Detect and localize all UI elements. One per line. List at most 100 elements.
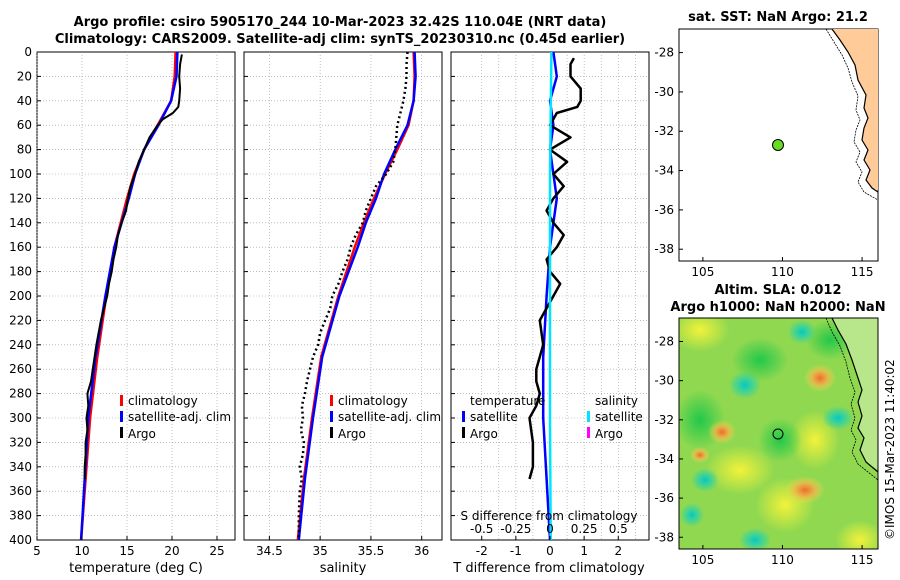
legend-label-t-satellite: satellite bbox=[470, 410, 518, 424]
map-ytick-label: -32 bbox=[654, 124, 674, 138]
legend-label-argo: Argo bbox=[338, 427, 366, 441]
map-ytick-label: -36 bbox=[654, 491, 674, 505]
sal-xtick-label: 34.5 bbox=[256, 544, 283, 558]
temp-xlabel: temperature (deg C) bbox=[69, 561, 203, 576]
temp-lines bbox=[79, 51, 183, 541]
sst-map-coastline bbox=[831, 28, 879, 193]
ytick-label: 140 bbox=[9, 216, 32, 230]
map-xtick-label: 105 bbox=[691, 265, 714, 279]
ytick-label: 300 bbox=[9, 411, 32, 425]
map-xtick-label: 110 bbox=[771, 553, 794, 567]
map-xtick-label: 115 bbox=[851, 553, 874, 567]
legend-swatch-climatology bbox=[120, 395, 123, 406]
sla-blob bbox=[690, 447, 710, 463]
sal-series-argo bbox=[297, 51, 409, 540]
temp-series-argo bbox=[83, 54, 183, 479]
diff-s-tick-label: -0.25 bbox=[500, 522, 531, 536]
diff-xtick-label: -1 bbox=[510, 544, 522, 558]
diff-legend: temperature satellite Argo salinity sate… bbox=[462, 394, 643, 441]
map-ytick-label: -34 bbox=[654, 452, 674, 466]
map-ytick-label: -30 bbox=[654, 85, 674, 99]
sst-map-title: sat. SST: NaN Argo: 21.2 bbox=[688, 10, 868, 25]
sst-map-land bbox=[832, 29, 878, 190]
sla-blob bbox=[729, 371, 761, 399]
sla-blob bbox=[732, 338, 788, 382]
diff-s-tick-label: 0 bbox=[546, 522, 554, 536]
diff-s-tick-label: 0.5 bbox=[609, 522, 628, 536]
sla-map-coastline-offset bbox=[825, 318, 878, 481]
sla-map-axes bbox=[678, 317, 879, 550]
temp-legend: climatology satellite-adj. clim Argo bbox=[120, 394, 231, 441]
sla-blob bbox=[758, 418, 802, 462]
sla-heatmap bbox=[679, 318, 878, 549]
sla-map-title-line2: Argo h1000: NaN h2000: NaN bbox=[670, 300, 886, 315]
diff-series-s-satellite bbox=[548, 51, 553, 541]
ytick-label: 260 bbox=[9, 362, 32, 376]
map-ytick-label: -34 bbox=[654, 164, 674, 178]
legend-label-t-argo: Argo bbox=[470, 427, 498, 441]
map-ytick-label: -32 bbox=[654, 413, 674, 427]
legend-swatch-t-argo bbox=[462, 427, 465, 438]
sla-blob bbox=[785, 476, 825, 504]
legend-label-climatology: climatology bbox=[128, 394, 198, 408]
legend-swatch-argo bbox=[120, 427, 123, 438]
sla-argo-marker bbox=[772, 428, 784, 440]
legend-label-climatology: climatology bbox=[338, 394, 408, 408]
sst-map-ticks: 105 110 115 -28 -30 -32 -34 -36 -38 bbox=[654, 46, 873, 279]
sal-lines bbox=[296, 51, 417, 541]
map-ytick-label: -28 bbox=[654, 334, 674, 348]
map-xtick-label: 115 bbox=[851, 265, 874, 279]
sla-blob bbox=[788, 320, 816, 344]
sla-blob bbox=[679, 318, 730, 352]
ytick-label: 380 bbox=[9, 509, 32, 523]
legend-swatch-climatology bbox=[330, 395, 333, 406]
diff-xlabel-top: S difference from climatology bbox=[461, 509, 638, 523]
map-ytick-label: -38 bbox=[654, 242, 674, 256]
ytick-label: 360 bbox=[9, 484, 32, 498]
sla-blob bbox=[680, 503, 704, 527]
map-ytick-label: -28 bbox=[654, 46, 674, 60]
ytick-label: 280 bbox=[9, 387, 32, 401]
legend-label-argo: Argo bbox=[128, 427, 156, 441]
temp-xtick-label: 25 bbox=[209, 544, 224, 558]
sal-legend: climatology satellite-adj. clim Argo bbox=[330, 394, 441, 441]
sla-blob bbox=[822, 406, 854, 430]
ytick-label: 200 bbox=[9, 289, 32, 303]
sla-blob bbox=[705, 445, 775, 495]
sla-map-title-line1: Altim. SLA: 0.012 bbox=[714, 283, 842, 298]
figure-title-line2: Climatology: CARS2009. Satellite-adj cli… bbox=[54, 32, 626, 47]
legend-label-s-satellite: satellite bbox=[595, 410, 643, 424]
temp-xtick-label: 15 bbox=[119, 544, 134, 558]
diff-xtick-label: -2 bbox=[476, 544, 488, 558]
sst-argo-marker bbox=[772, 139, 784, 151]
ytick-label: 0 bbox=[24, 45, 32, 59]
sla-blob bbox=[691, 468, 719, 492]
sla-blob bbox=[739, 528, 771, 549]
ytick-label: 400 bbox=[9, 533, 32, 547]
map-xtick-label: 105 bbox=[691, 553, 714, 567]
diff-xlabel: T difference from climatology bbox=[452, 561, 645, 576]
temp-xtick-label: 20 bbox=[164, 544, 179, 558]
sal-xlabel: salinity bbox=[320, 561, 367, 576]
sst-map-coastline-offset bbox=[825, 28, 879, 201]
ytick-label: 80 bbox=[17, 143, 32, 157]
legend-label-satellite: satellite-adj. clim bbox=[338, 410, 441, 424]
watermark: ©IMOS 15-Mar-2023 11:40:02 bbox=[883, 359, 897, 540]
axis-ticks: 5 10 15 20 25 34.5 35 35.5 36 -2 -1 0 1 2 -0.5 -0.25 0 0.… bbox=[9, 45, 628, 558]
ytick-label: 220 bbox=[9, 313, 32, 327]
legend-swatch-s-argo bbox=[587, 427, 590, 438]
map-ytick-label: -30 bbox=[654, 374, 674, 388]
ytick-label: 40 bbox=[17, 94, 32, 108]
diff-xtick-label: 2 bbox=[614, 544, 622, 558]
sla-blob bbox=[708, 420, 736, 444]
sal-xtick-label: 36 bbox=[414, 544, 429, 558]
sla-blob bbox=[804, 364, 836, 392]
sal-xtick-label: 35 bbox=[313, 544, 328, 558]
legend-swatch-argo bbox=[330, 427, 333, 438]
map-ytick-label: -38 bbox=[654, 530, 674, 544]
diff-s-tick-label: -0.5 bbox=[470, 522, 493, 536]
figure-title-line1: Argo profile: csiro 5905170_244 10-Mar-2… bbox=[73, 15, 607, 30]
legend-swatch-satellite bbox=[330, 411, 333, 422]
sla-map-ticks: 105 110 115 -28 -30 -32 -34 -36 -38 bbox=[654, 334, 873, 567]
